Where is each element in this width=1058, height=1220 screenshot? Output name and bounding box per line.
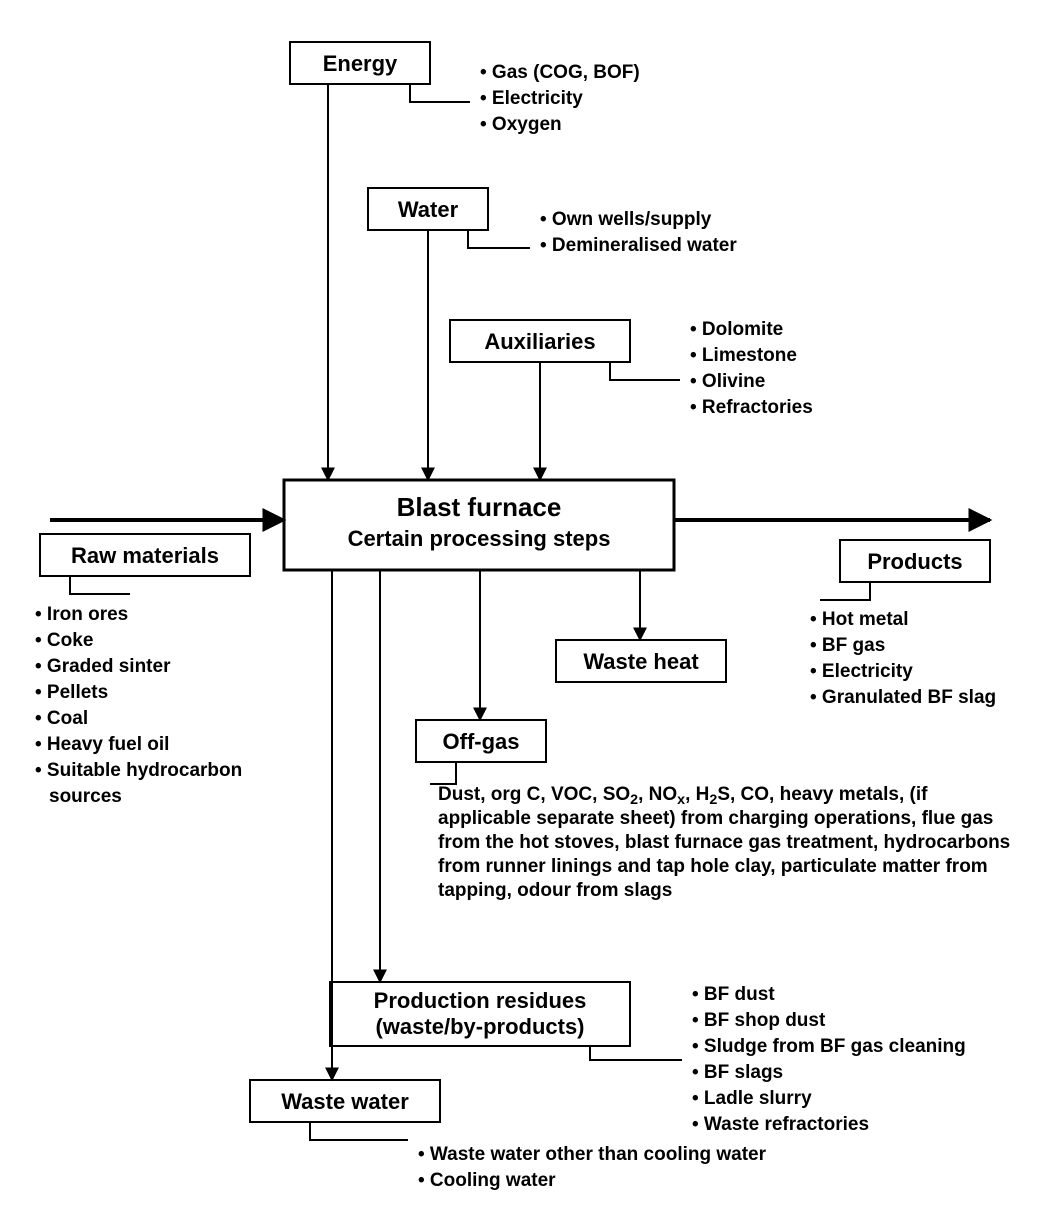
prodres-bullet-4: • Ladle slurry xyxy=(692,1088,812,1109)
raw-bullet-0: • Iron ores xyxy=(35,604,128,625)
auxiliaries-bullet-3: • Refractories xyxy=(690,397,813,418)
offgas-desc-line: from runner linings and tap hole clay, p… xyxy=(438,856,988,877)
production-residues-label-1: Production residues xyxy=(374,988,587,1013)
production-residues-label-2: (waste/by-products) xyxy=(375,1014,584,1039)
raw-bullet-1: • Coke xyxy=(35,630,93,651)
offgas-desc-line: Dust, org C, VOC, SO2, NOx, H2S, CO, hea… xyxy=(438,784,928,808)
products-bullet-0: • Hot metal xyxy=(810,609,909,630)
auxiliaries-bullet-0: • Dolomite xyxy=(690,319,783,340)
bracket-raw xyxy=(70,576,130,594)
raw-bullet-3: • Pellets xyxy=(35,682,108,703)
energy-bullet-1: • Electricity xyxy=(480,88,583,109)
energy-label: Energy xyxy=(323,51,398,76)
energy-bullet-2: • Oxygen xyxy=(480,114,562,135)
water-bullet-0: • Own wells/supply xyxy=(540,209,712,230)
auxiliaries-label: Auxiliaries xyxy=(484,329,595,354)
waste-heat-label: Waste heat xyxy=(583,649,699,674)
raw-bullet-6: • Suitable hydrocarbon xyxy=(35,760,242,781)
offgas-desc-line: applicable separate sheet) from charging… xyxy=(438,808,993,829)
products-bullet-3: • Granulated BF slag xyxy=(810,687,996,708)
raw-bullet-2: • Graded sinter xyxy=(35,656,171,677)
wastewater-bullet-1: • Cooling water xyxy=(418,1170,556,1191)
bracket-prodres xyxy=(590,1046,682,1060)
auxiliaries-bullet-2: • Olivine xyxy=(690,371,765,392)
water-bullet-1: • Demineralised water xyxy=(540,235,737,256)
prodres-bullet-3: • BF slags xyxy=(692,1062,783,1083)
offgas-desc-line: tapping, odour from slags xyxy=(438,880,672,901)
waste-water-label: Waste water xyxy=(281,1089,409,1114)
wastewater-bullet-0: • Waste water other than cooling water xyxy=(418,1144,767,1165)
central-subtitle: Certain processing steps xyxy=(348,526,611,551)
bracket-aux xyxy=(610,362,680,380)
bracket-offgas xyxy=(430,762,456,784)
central-title: Blast furnace xyxy=(397,492,562,522)
prodres-bullet-0: • BF dust xyxy=(692,984,775,1005)
raw-bullet-5: • Heavy fuel oil xyxy=(35,734,169,755)
products-label: Products xyxy=(867,549,962,574)
offgas-desc-line: from the hot stoves, blast furnace gas t… xyxy=(438,832,1010,853)
raw-materials-label: Raw materials xyxy=(71,543,219,568)
bracket-products xyxy=(820,582,870,600)
prodres-bullet-2: • Sludge from BF gas cleaning xyxy=(692,1036,966,1057)
bracket-energy xyxy=(410,84,470,102)
energy-bullet-0: • Gas (COG, BOF) xyxy=(480,62,640,83)
bracket-wastewater xyxy=(310,1122,408,1140)
bracket-water xyxy=(468,230,530,248)
raw-bullet-4: • Coal xyxy=(35,708,88,729)
products-bullet-1: • BF gas xyxy=(810,635,885,656)
raw-bullet-6-cont: sources xyxy=(49,786,122,807)
products-bullet-2: • Electricity xyxy=(810,661,913,682)
water-label: Water xyxy=(398,197,459,222)
prodres-bullet-5: • Waste refractories xyxy=(692,1114,869,1135)
prodres-bullet-1: • BF shop dust xyxy=(692,1010,826,1031)
auxiliaries-bullet-1: • Limestone xyxy=(690,345,797,366)
off-gas-label: Off-gas xyxy=(443,729,520,754)
